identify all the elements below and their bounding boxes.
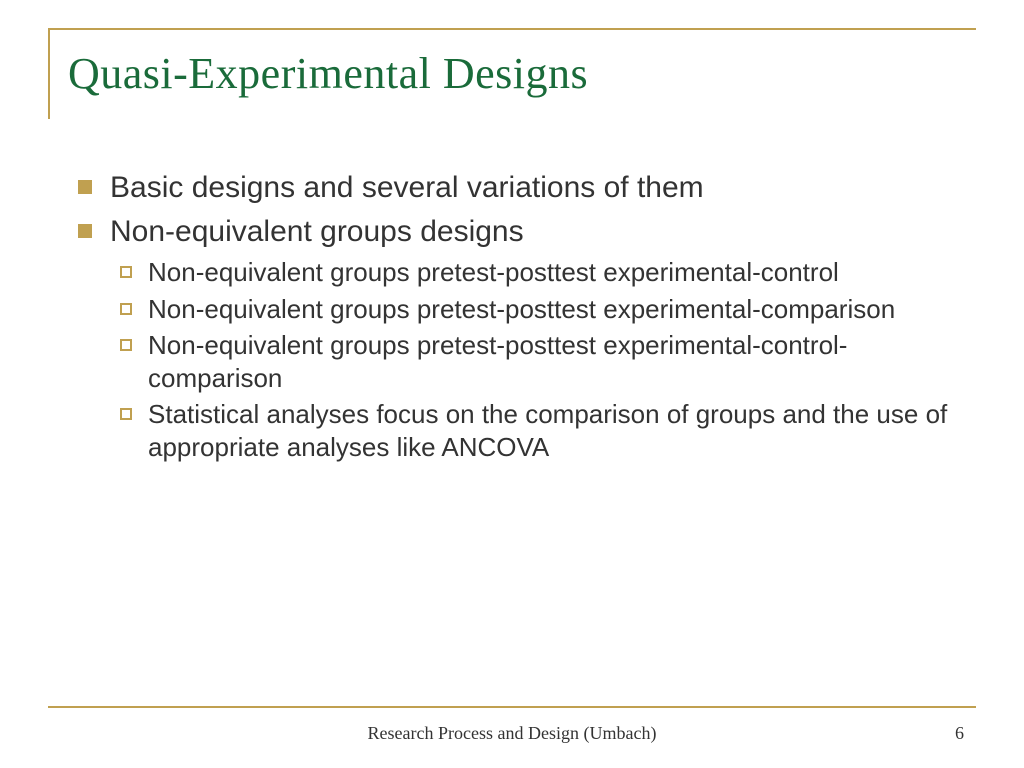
title-frame: Quasi-Experimental Designs (48, 28, 976, 119)
bullet-marker-filled-icon (78, 224, 92, 238)
bullet-item: Non-equivalent groups pretest-posttest e… (120, 256, 976, 289)
page-number: 6 (955, 723, 964, 744)
bullet-item: Non-equivalent groups pretest-posttest e… (120, 293, 976, 326)
bullet-item: Statistical analyses focus on the compar… (120, 398, 976, 463)
slide-title: Quasi-Experimental Designs (68, 48, 976, 99)
bullet-marker-hollow-icon (120, 303, 132, 315)
bullet-text: Basic designs and several variations of … (110, 169, 704, 207)
bullet-item: Basic designs and several variations of … (78, 169, 976, 207)
footer-divider (48, 706, 976, 708)
bullet-item: Non-equivalent groups pretest-posttest e… (120, 329, 976, 394)
bullet-text: Statistical analyses focus on the compar… (148, 398, 976, 463)
bullet-marker-hollow-icon (120, 339, 132, 351)
slide-content: Basic designs and several variations of … (48, 169, 976, 463)
bullet-item: Non-equivalent groups designs (78, 213, 976, 251)
bullet-text: Non-equivalent groups pretest-posttest e… (148, 256, 839, 289)
bullet-marker-hollow-icon (120, 408, 132, 420)
footer-text: Research Process and Design (Umbach) (0, 723, 1024, 744)
bullet-marker-filled-icon (78, 180, 92, 194)
bullet-text: Non-equivalent groups designs (110, 213, 524, 251)
bullet-text: Non-equivalent groups pretest-posttest e… (148, 293, 895, 326)
bullet-text: Non-equivalent groups pretest-posttest e… (148, 329, 976, 394)
slide-container: Quasi-Experimental Designs Basic designs… (0, 0, 1024, 768)
bullet-marker-hollow-icon (120, 266, 132, 278)
